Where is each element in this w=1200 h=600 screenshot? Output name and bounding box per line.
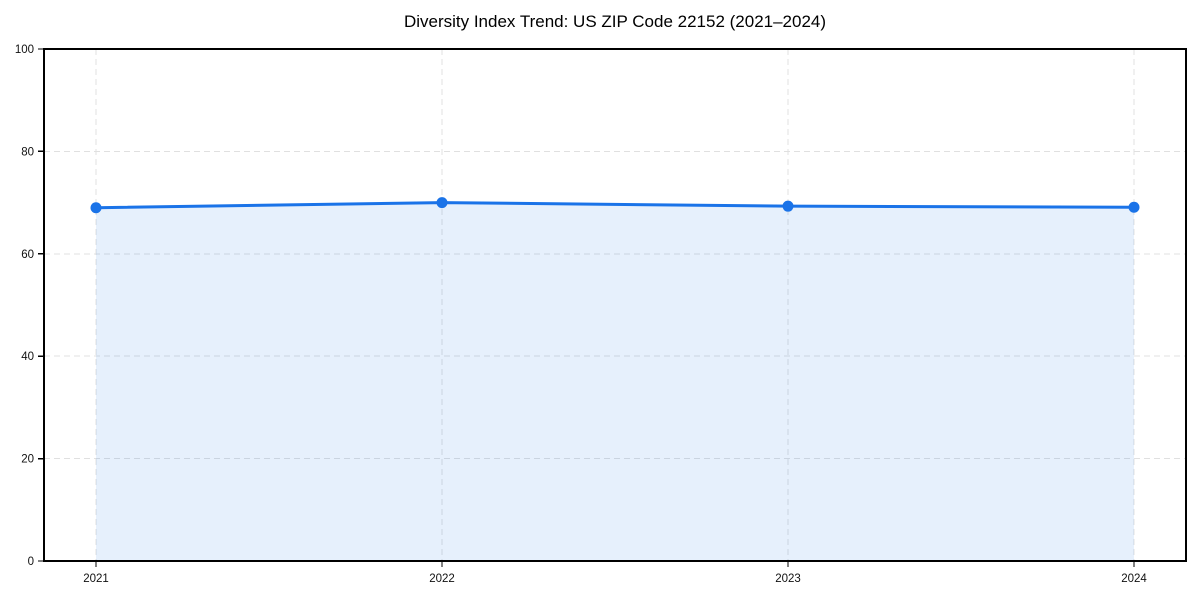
trend-line [94, 201, 1136, 210]
x-tick-label: 2022 [429, 573, 455, 585]
x-tick-label: 2023 [775, 573, 801, 585]
y-tick-label: 0 [28, 556, 34, 568]
plot-border [43, 48, 1187, 562]
y-tick-label: 60 [21, 249, 34, 261]
y-tick-label: 40 [21, 351, 34, 363]
area-fill [96, 202, 1134, 561]
data-point-marker-2024 [1128, 201, 1140, 213]
data-point-marker-2022 [436, 197, 448, 209]
x-tick-label: 2024 [1121, 573, 1147, 585]
data-point-marker-2023 [782, 200, 794, 212]
y-tick-label: 80 [21, 146, 34, 158]
y-tick-label: 20 [21, 454, 34, 466]
x-tick-label: 2021 [83, 573, 109, 585]
data-point-marker-2021 [90, 202, 102, 214]
y-tick-label: 100 [15, 44, 34, 56]
chart-title: Diversity Index Trend: US ZIP Code 22152… [403, 12, 827, 31]
